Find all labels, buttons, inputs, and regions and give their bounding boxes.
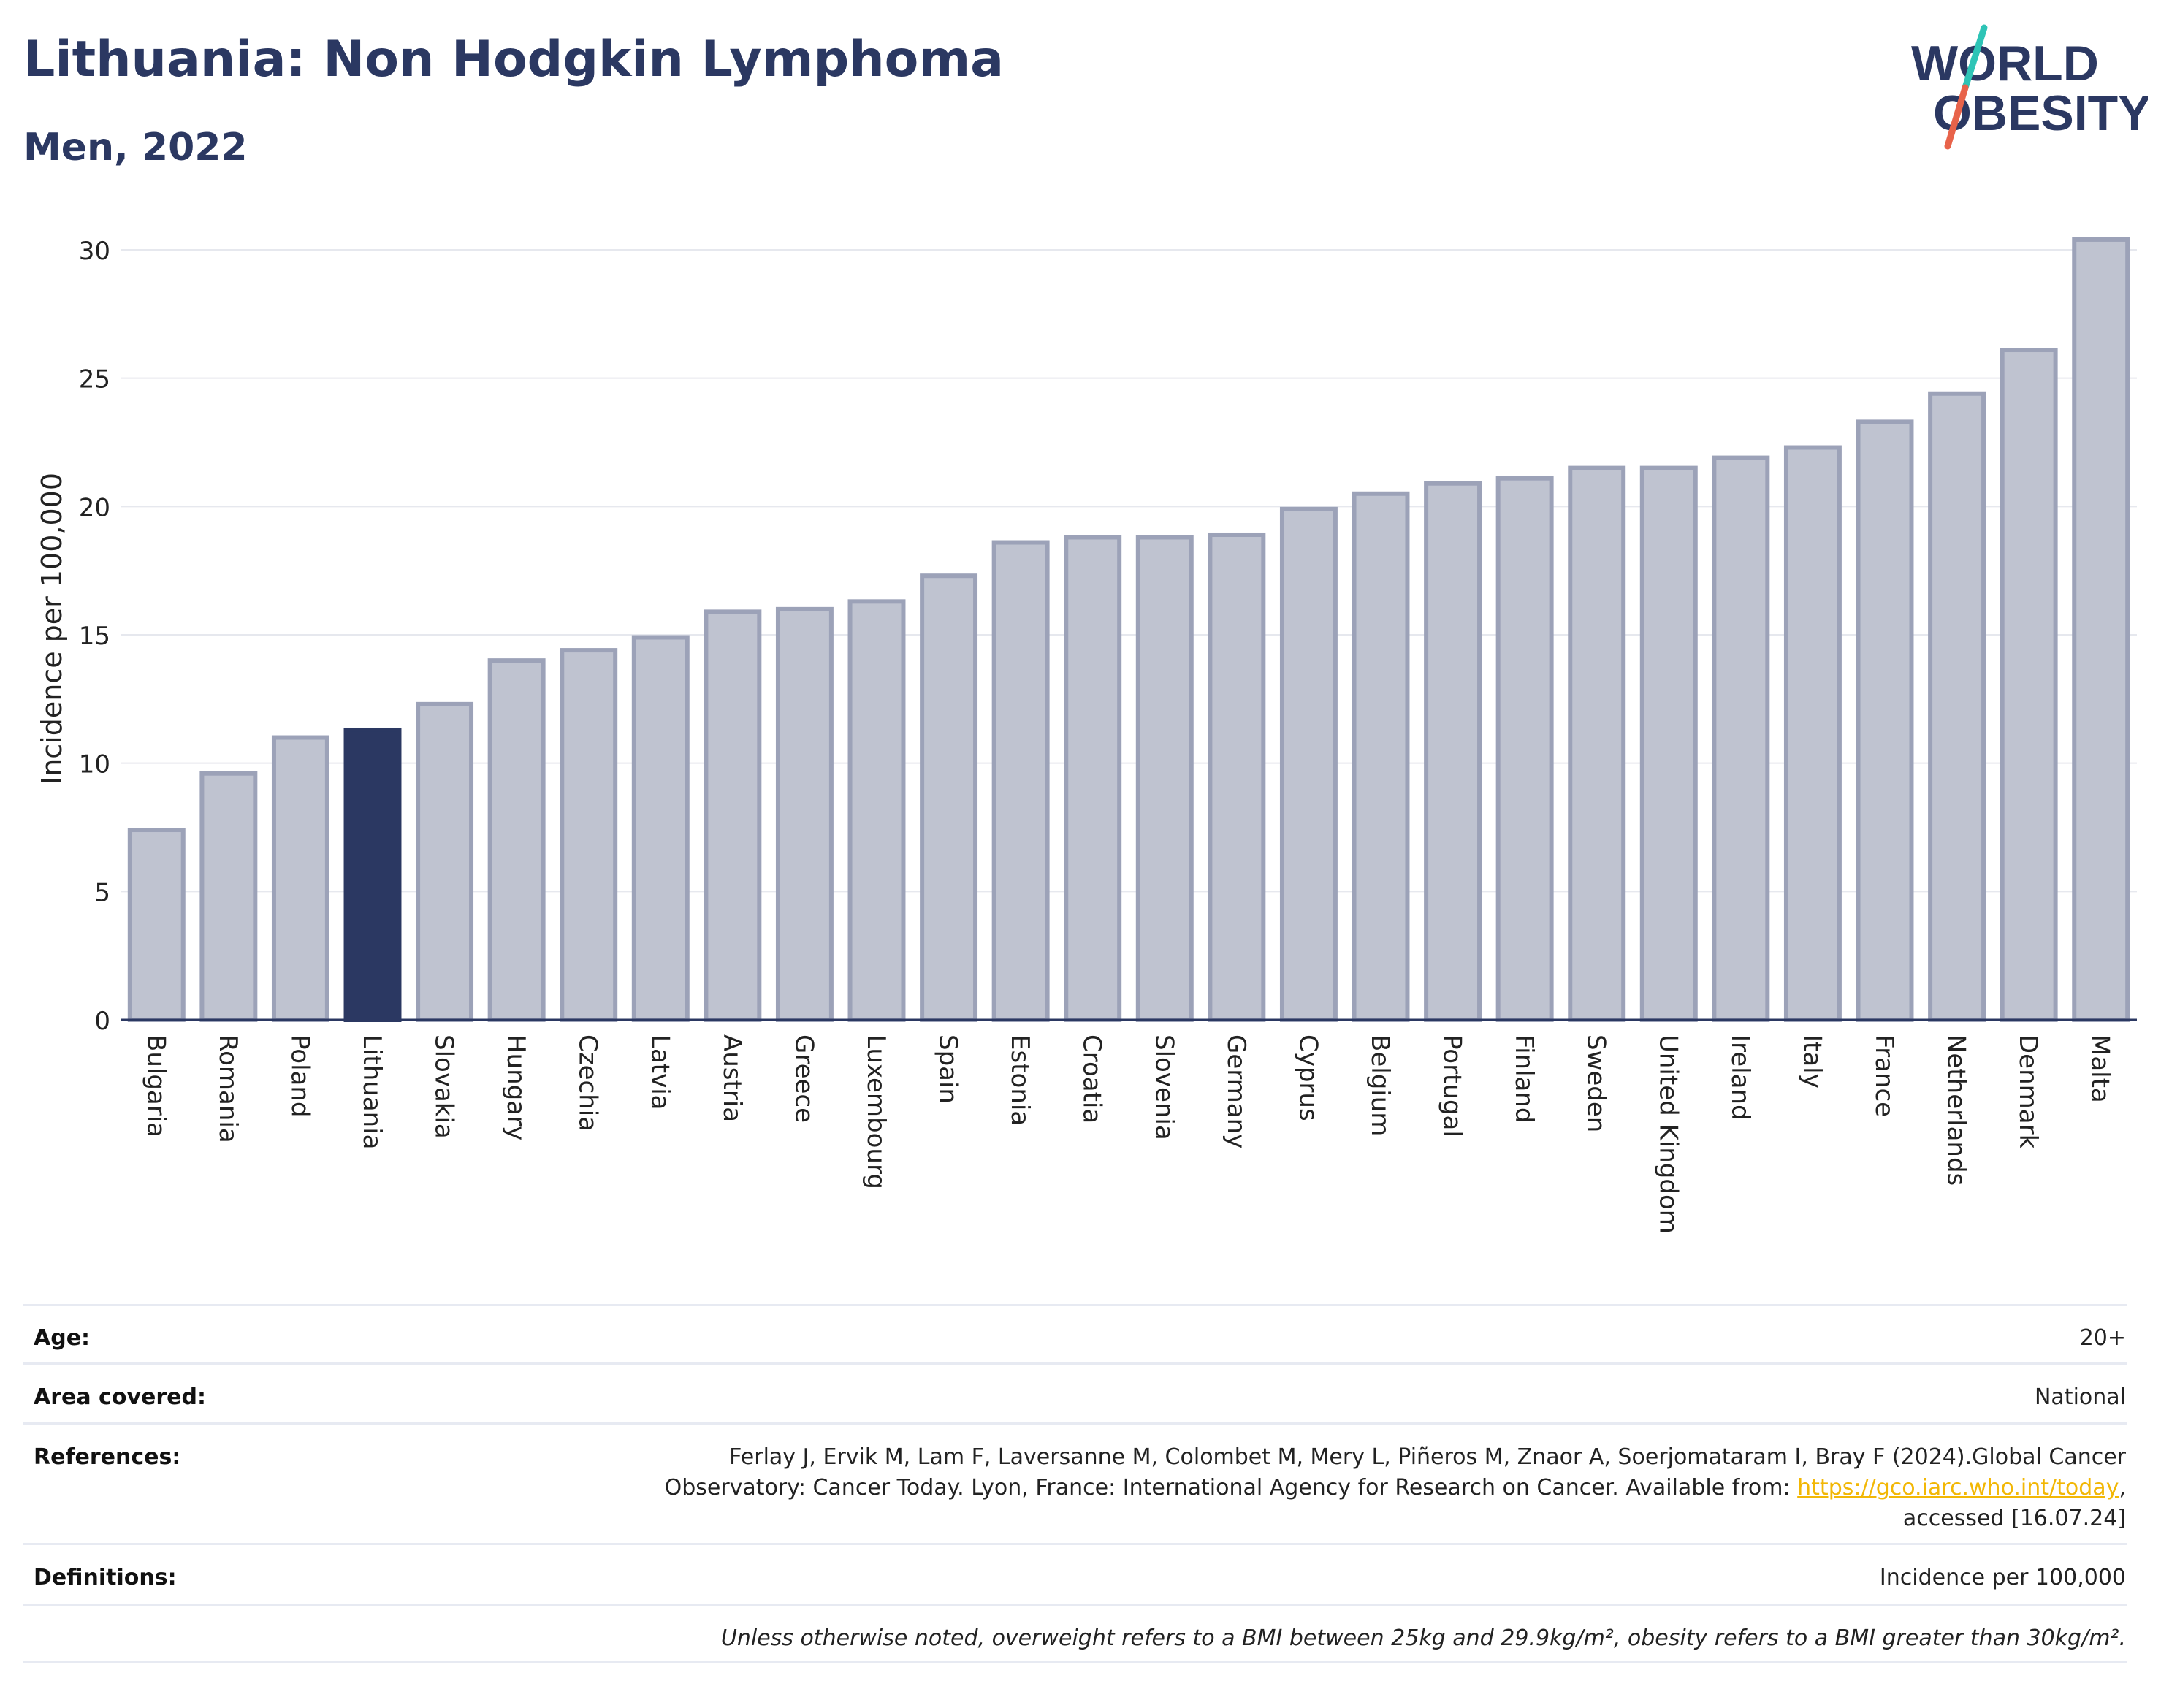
- x-tick-label: Belgium: [1365, 1034, 1395, 1136]
- x-tick-label: Lithuania: [357, 1034, 386, 1149]
- bar-slovenia: [1135, 535, 1194, 1022]
- meta-row-note: Unless otherwise noted, overweight refer…: [23, 1604, 2127, 1663]
- x-tick-label: Netherlands: [1942, 1034, 1971, 1186]
- age-value: 20+: [2079, 1325, 2126, 1351]
- bar-croatia: [1064, 535, 1122, 1022]
- x-tick-label: Portugal: [1438, 1034, 1467, 1137]
- x-tick-label: Finland: [1509, 1034, 1539, 1124]
- references-text: Ferlay J, Ervik M, Lam F, Laversanne M, …: [664, 1444, 2126, 1501]
- references-label: References:: [34, 1444, 181, 1470]
- bar-czechia: [560, 648, 618, 1023]
- bar-france: [1856, 419, 1914, 1022]
- bar-spain: [920, 573, 978, 1022]
- references-tail: , accessed [16.07.24]: [1902, 1475, 2126, 1531]
- x-tick-label: Austria: [717, 1034, 747, 1122]
- bar-finland: [1495, 476, 1554, 1022]
- bar-netherlands: [1928, 391, 1986, 1022]
- y-tick-label: 0: [94, 1007, 110, 1036]
- world-obesity-logo: WORLD OBESITY: [1911, 24, 2148, 150]
- x-tick-label: Greece: [789, 1034, 818, 1123]
- references-link[interactable]: https://gco.iarc.who.int/today: [1797, 1475, 2119, 1501]
- x-tick-label: Estonia: [1005, 1034, 1034, 1126]
- bar-austria: [704, 609, 762, 1022]
- bar-ireland: [1712, 455, 1770, 1022]
- bar-denmark: [2000, 348, 2058, 1022]
- definitions-label: Definitions:: [34, 1565, 177, 1590]
- bar-slovakia: [416, 701, 474, 1022]
- definitions-value: Incidence per 100,000: [1879, 1565, 2126, 1590]
- y-axis-label: Incidence per 100,000: [36, 473, 68, 785]
- bar-united-kingdom: [1639, 465, 1698, 1022]
- y-tick-label: 25: [79, 365, 110, 394]
- meta-row-references: References: Ferlay J, Ervik M, Lam F, La…: [23, 1422, 2127, 1543]
- bar-poland: [271, 735, 329, 1022]
- meta-row-area: Area covered: National: [23, 1362, 2127, 1422]
- x-tick-label: Italy: [1797, 1034, 1826, 1089]
- bar-bulgaria: [127, 828, 186, 1022]
- x-tick-label: Sweden: [1582, 1034, 1611, 1132]
- bmi-note: Unless otherwise noted, overweight refer…: [720, 1625, 2126, 1651]
- x-tick-label: Slovakia: [430, 1034, 459, 1139]
- y-tick-labels: 0 5 10 15 20 25 30: [79, 237, 110, 1036]
- logo-line-1: WORLD: [1911, 36, 2099, 91]
- meta-row-age: Age: 20+: [23, 1304, 2127, 1362]
- logo-slash-red: [1944, 84, 1969, 150]
- x-tick-label: United Kingdom: [1653, 1034, 1682, 1234]
- bar-sweden: [1568, 465, 1626, 1022]
- x-tick-label: Malta: [2086, 1034, 2115, 1103]
- bar-cyprus: [1279, 506, 1338, 1022]
- bar-italy: [1783, 445, 1842, 1022]
- y-tick-label: 5: [94, 878, 110, 907]
- x-tick-label: Slovenia: [1149, 1034, 1178, 1140]
- logo-line-2: OBESITY: [1933, 85, 2148, 141]
- bars: [127, 237, 2130, 1023]
- y-tick-label: 30: [79, 237, 110, 266]
- x-tick-label: Latvia: [645, 1034, 674, 1110]
- metadata-table: Age: 20+ Area covered: National Referenc…: [23, 1304, 2127, 1663]
- x-tick-label: Spain: [934, 1034, 963, 1104]
- x-tick-label: Bulgaria: [141, 1034, 170, 1137]
- bar-hungary: [487, 658, 546, 1023]
- references-value: Ferlay J, Ervik M, Lam F, Laversanne M, …: [621, 1442, 2127, 1543]
- y-tick-label: 15: [79, 622, 110, 651]
- area-value: National: [2034, 1384, 2126, 1410]
- chart-title: Lithuania: Non Hodgkin Lymphoma: [23, 31, 1005, 88]
- x-tick-label: Croatia: [1078, 1034, 1107, 1124]
- bar-malta: [2072, 237, 2130, 1022]
- x-tick-label: Cyprus: [1293, 1034, 1322, 1121]
- y-tick-label: 20: [79, 493, 110, 522]
- x-tick-label: Luxembourg: [861, 1034, 891, 1189]
- chart-subtitle: Men, 2022: [23, 126, 248, 169]
- x-tick-label: Germany: [1221, 1034, 1251, 1148]
- bar-chart: 0 5 10 15 20 25 30 Bulgaria Romania Poland Lithua…: [36, 237, 2137, 1234]
- bar-portugal: [1424, 481, 1482, 1022]
- x-tick-labels: Bulgaria Romania Poland Lithuania Slovakia Hu…: [141, 1034, 2114, 1234]
- bar-latvia: [631, 635, 690, 1022]
- y-tick-label: 10: [79, 750, 110, 779]
- x-tick-label: Poland: [285, 1034, 314, 1118]
- x-tick-label: Romania: [213, 1034, 243, 1143]
- x-tick-label: Denmark: [2013, 1034, 2043, 1149]
- area-label: Area covered:: [34, 1384, 206, 1410]
- bar-belgium: [1352, 491, 1410, 1022]
- bar-greece: [775, 606, 834, 1022]
- meta-row-definitions: Definitions: Incidence per 100,000: [23, 1543, 2127, 1604]
- bar-luxembourg: [847, 599, 906, 1022]
- bar-romania: [199, 771, 258, 1022]
- x-tick-label: France: [1870, 1034, 1899, 1117]
- age-label: Age:: [34, 1325, 91, 1351]
- x-tick-label: Hungary: [501, 1034, 530, 1140]
- bar-estonia: [991, 540, 1050, 1022]
- x-tick-label: Ireland: [1726, 1034, 1755, 1121]
- x-tick-label: Czechia: [573, 1034, 603, 1132]
- logo-slash-teal: [1962, 24, 1988, 91]
- bar-germany: [1208, 532, 1266, 1022]
- bar-lithuania: [343, 727, 402, 1022]
